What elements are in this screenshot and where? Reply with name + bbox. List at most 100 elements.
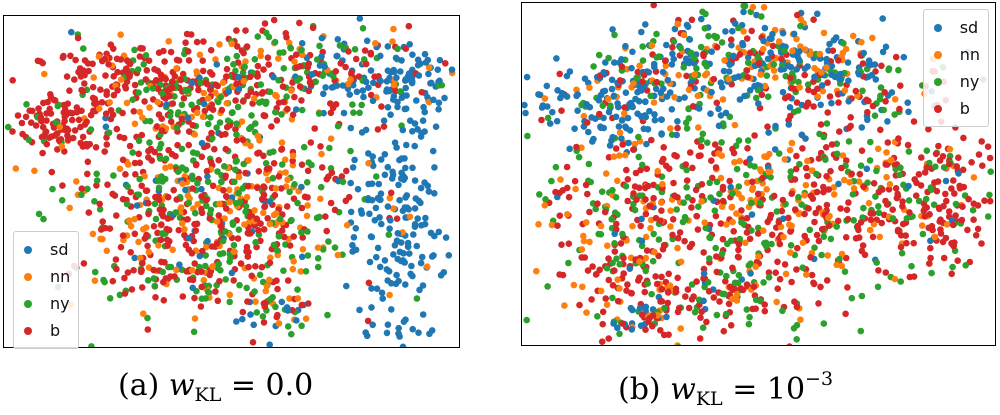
point-ny [875, 203, 882, 210]
point-sd [402, 281, 409, 288]
point-ny [136, 175, 143, 183]
point-nn [761, 82, 769, 90]
point-sd [68, 28, 75, 36]
point-nn [165, 38, 172, 45]
point-ny [608, 216, 615, 223]
point-b [823, 173, 830, 180]
point-b [776, 275, 784, 283]
point-b [22, 113, 30, 121]
point-b [852, 87, 860, 95]
point-b [948, 270, 955, 278]
point-sd [638, 237, 646, 245]
point-b [766, 215, 774, 222]
point-ny [897, 278, 904, 285]
point-nn [557, 176, 564, 183]
point-nn [667, 125, 674, 132]
point-b [696, 335, 704, 342]
point-b [110, 73, 117, 80]
point-nn [838, 262, 846, 270]
point-sd [239, 315, 246, 323]
point-b [307, 139, 315, 146]
point-b [332, 101, 340, 108]
point-b [244, 298, 251, 305]
point-nn [586, 238, 593, 246]
point-nn [580, 237, 588, 245]
point-b [97, 226, 105, 233]
point-ny [233, 52, 241, 60]
point-b [89, 83, 97, 91]
point-ny [811, 244, 818, 251]
point-b [92, 144, 100, 151]
point-ny [552, 163, 560, 171]
point-nn [796, 210, 803, 217]
point-ny [905, 148, 913, 155]
point-sd [386, 225, 393, 232]
point-b [127, 188, 134, 196]
point-b [273, 277, 280, 285]
point-sd [352, 225, 360, 232]
point-ny [922, 195, 930, 203]
point-ny [4, 123, 12, 131]
point-sd [367, 67, 375, 74]
point-b [878, 219, 885, 227]
point-sd [730, 52, 737, 60]
point-nn [839, 152, 847, 159]
point-b [143, 67, 151, 74]
point-nn [193, 68, 200, 75]
point-nn [674, 244, 681, 252]
point-sd [398, 57, 405, 64]
point-nn [841, 87, 849, 94]
point-ny [683, 125, 691, 132]
point-b [950, 177, 957, 184]
point-b [968, 159, 975, 166]
point-b [195, 86, 202, 94]
point-nn [386, 291, 393, 299]
point-b [260, 300, 268, 307]
point-b [612, 145, 620, 152]
point-ny [155, 184, 163, 191]
point-nn [781, 156, 789, 163]
point-ny [308, 161, 315, 169]
point-ny [385, 231, 393, 238]
point-b [640, 71, 648, 79]
point-nn [629, 222, 636, 230]
point-b [150, 266, 157, 274]
point-b [820, 183, 827, 191]
point-b [611, 248, 619, 255]
point-sd [359, 87, 367, 94]
point-ny [242, 202, 250, 210]
point-ny [644, 280, 651, 287]
point-b [173, 196, 180, 203]
point-ny [986, 191, 993, 199]
point-sd [668, 106, 676, 113]
point-ny [269, 175, 277, 182]
point-b [232, 97, 239, 104]
point-ny [241, 63, 248, 71]
point-b [564, 184, 571, 192]
point-ny [795, 78, 802, 86]
point-b [185, 57, 193, 64]
point-sd [725, 68, 733, 75]
point-b [387, 189, 395, 197]
point-b [984, 143, 992, 150]
point-b [845, 199, 852, 206]
point-sd [396, 196, 403, 204]
point-b [266, 259, 274, 267]
point-b [698, 308, 705, 316]
point-b [661, 57, 669, 65]
legend-marker-ny [24, 299, 32, 308]
point-ny [712, 244, 719, 252]
point-ny [166, 112, 174, 120]
point-sd [614, 100, 621, 107]
point-nn [564, 211, 571, 218]
point-ny [575, 153, 583, 161]
point-b [151, 66, 158, 73]
point-sd [629, 48, 636, 56]
point-ny [635, 153, 642, 161]
point-nn [603, 301, 611, 309]
point-b [923, 204, 930, 211]
point-b [252, 263, 259, 270]
point-nn [604, 95, 612, 103]
point-b [145, 57, 153, 64]
point-sd [411, 205, 419, 212]
